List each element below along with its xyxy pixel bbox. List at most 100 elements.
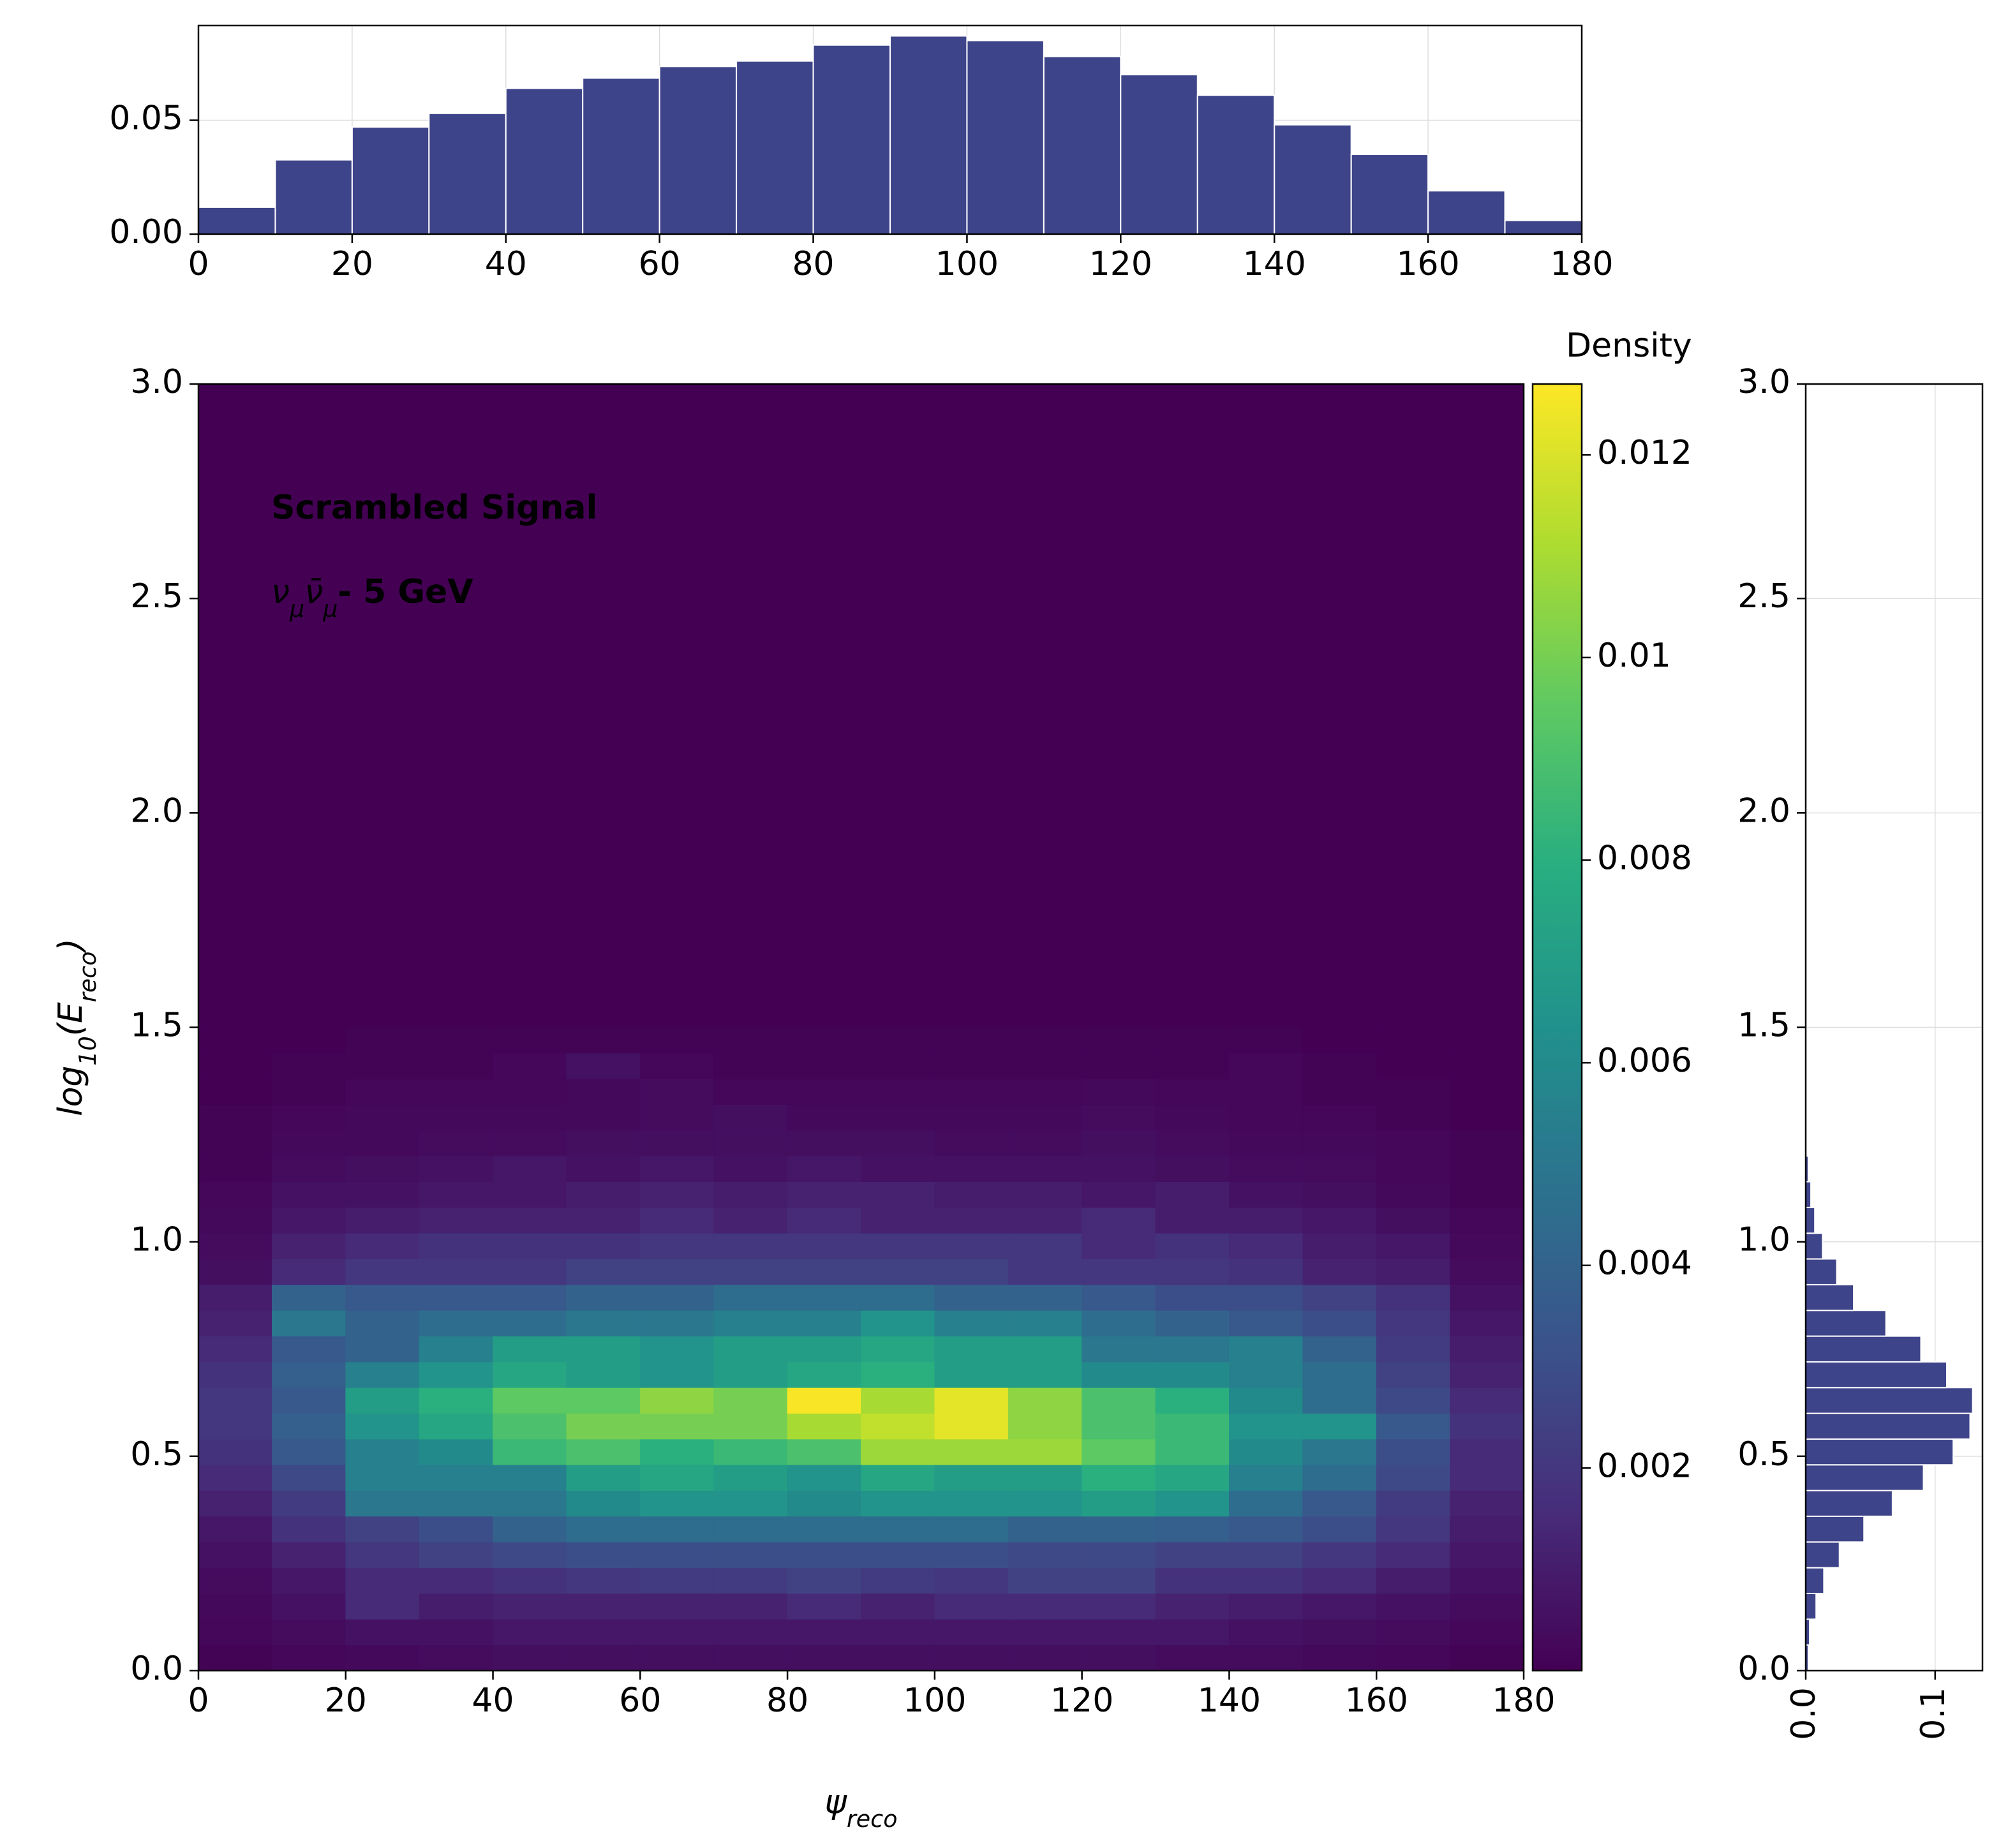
heatmap-cell [345, 1310, 420, 1336]
heatmap-cell [1302, 1438, 1377, 1465]
heatmap-cell [861, 1438, 935, 1465]
heatmap-cell [271, 1413, 346, 1440]
heatmap-cell [419, 1618, 493, 1646]
heatmap-cell [345, 1464, 420, 1491]
heatmap-cell [566, 1027, 641, 1054]
heatmap-cell [1376, 1259, 1451, 1285]
heatmap-cell [1155, 1464, 1230, 1491]
x-tick-label: 120 [1089, 245, 1152, 283]
heatmap-cell [198, 1130, 272, 1157]
heatmap-cell [934, 1413, 1009, 1440]
x-tick-label: 80 [792, 245, 834, 283]
heatmap-cell [1450, 1593, 1524, 1620]
heatmap-cell [713, 1232, 788, 1259]
heatmap-cell [1450, 1078, 1524, 1105]
heatmap-cell [198, 1232, 272, 1259]
heatmap-cell [1008, 1078, 1083, 1105]
heatmap-cell [419, 1232, 493, 1259]
heatmap-cell [345, 1155, 420, 1182]
heatmap-cell [493, 1181, 567, 1208]
heatmap-cell [1450, 1438, 1524, 1465]
heatmap-cell [934, 1387, 1009, 1414]
heatmap-cell [934, 1361, 1009, 1388]
heatmap-cell [1302, 1336, 1377, 1363]
heatmap-cell [1376, 1490, 1451, 1517]
heatmap-cell [566, 1464, 641, 1491]
y-tick-label: 2.0 [130, 792, 183, 830]
heatmap-cell [1008, 1387, 1083, 1414]
heatmap-cell [639, 1361, 715, 1388]
heatmap-cell [1155, 1413, 1230, 1440]
heatmap-cell [271, 1027, 346, 1054]
heatmap-cell [639, 1207, 715, 1234]
y-tick-label: 0.5 [1737, 1435, 1790, 1474]
heatmap-cell [639, 1130, 715, 1157]
heatmap-cell [1376, 1361, 1451, 1388]
heatmap-cell [1302, 1490, 1377, 1517]
heatmap-cell [271, 1593, 346, 1620]
heatmap-cell [1229, 1387, 1304, 1414]
heatmap-cell [787, 1181, 861, 1208]
heatmap-cell [345, 1259, 420, 1285]
heatmap-cell [1450, 1130, 1524, 1157]
bar [198, 206, 276, 235]
heatmap-cell [1008, 1516, 1083, 1542]
heatmap-cell [198, 1155, 272, 1182]
label-part: ν̄ [304, 573, 323, 611]
heatmap-cell [1155, 1618, 1230, 1646]
colorbar-label: Density [1566, 327, 1692, 365]
subscript: μ [322, 595, 338, 623]
heatmap-cell [1229, 1516, 1304, 1542]
heatmap-cell [1376, 1310, 1451, 1336]
heatmap-cell [934, 1310, 1009, 1336]
heatmap-cell [1082, 1027, 1156, 1054]
bar [736, 60, 814, 235]
x-axis-label: ψreco [825, 1783, 898, 1833]
heatmap-cell [639, 1232, 715, 1259]
heatmap-cell [639, 1027, 715, 1054]
heatmap-cell [198, 1567, 272, 1594]
heatmap-cell [1376, 1387, 1451, 1414]
heatmap-cell [198, 1593, 272, 1620]
heatmap-cell [566, 1155, 641, 1182]
heatmap-cell [787, 1387, 861, 1414]
x-tick-label: 100 [935, 245, 999, 283]
heatmap-cell [934, 1027, 1009, 1054]
x-tick-label: 60 [639, 245, 681, 283]
heatmap-cell [271, 1259, 346, 1285]
heatmap-cell [419, 1567, 493, 1594]
heatmap-cell [787, 1232, 861, 1259]
heatmap-cell [1376, 1618, 1451, 1646]
y-tick-label: 1.5 [1737, 1007, 1790, 1045]
heatmap-cell [1229, 1336, 1304, 1363]
bar [1805, 1567, 1825, 1594]
heatmap-cell [787, 1413, 861, 1440]
heatmap-cell [787, 1078, 861, 1105]
heatmap-cell [1376, 1053, 1451, 1079]
heatmap-cell [1229, 1207, 1304, 1234]
heatmap-cell [1229, 1464, 1304, 1491]
heatmap-cell [345, 1104, 420, 1131]
heatmap-cell [493, 1516, 567, 1542]
heatmap-cell [493, 1336, 567, 1363]
label-part: ν [271, 573, 290, 611]
heatmap-cell [566, 1567, 641, 1594]
heatmap-cell [787, 1593, 861, 1620]
heatmap-cell [1082, 1310, 1156, 1336]
heatmap-cell [271, 1490, 346, 1517]
heatmap-cell [198, 1464, 272, 1491]
heatmap-cell [713, 1310, 788, 1336]
heatmap-cell [198, 1336, 272, 1363]
bar [1805, 1464, 1924, 1491]
heatmap-cell [566, 1104, 641, 1131]
heatmap-cell [345, 1490, 420, 1517]
heatmap-cell [934, 1181, 1009, 1208]
heatmap-cell [1155, 1053, 1230, 1079]
heatmap-cell [198, 1078, 272, 1105]
heatmap-cell [713, 1361, 788, 1388]
bar [1043, 55, 1122, 235]
heatmap-cell [345, 1567, 420, 1594]
label-part: ) [52, 938, 90, 954]
bar [1120, 74, 1198, 235]
heatmap-cell [271, 1232, 346, 1259]
